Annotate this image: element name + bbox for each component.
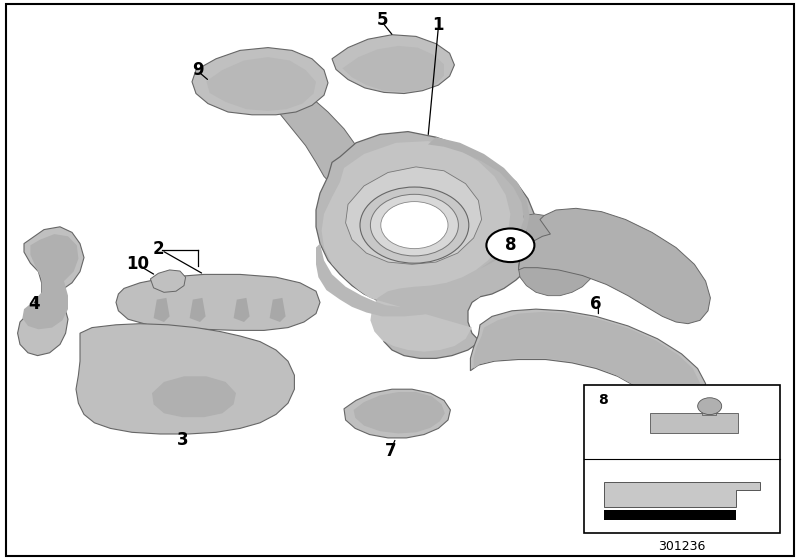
Text: 9: 9 bbox=[193, 61, 204, 79]
Polygon shape bbox=[316, 132, 540, 358]
Polygon shape bbox=[234, 298, 250, 322]
Circle shape bbox=[370, 194, 458, 256]
Text: 7: 7 bbox=[385, 442, 396, 460]
Text: 6: 6 bbox=[590, 295, 602, 312]
Text: 3: 3 bbox=[177, 431, 188, 449]
Polygon shape bbox=[346, 167, 482, 264]
Circle shape bbox=[486, 228, 534, 262]
Circle shape bbox=[698, 398, 722, 414]
Polygon shape bbox=[322, 141, 510, 352]
Polygon shape bbox=[316, 244, 480, 316]
Bar bbox=[584, 385, 780, 533]
Polygon shape bbox=[276, 95, 364, 188]
Polygon shape bbox=[354, 392, 445, 433]
Polygon shape bbox=[192, 48, 328, 115]
Text: 8: 8 bbox=[505, 236, 516, 254]
Polygon shape bbox=[342, 46, 444, 92]
Polygon shape bbox=[604, 510, 736, 520]
Polygon shape bbox=[474, 312, 700, 402]
Polygon shape bbox=[518, 214, 594, 296]
Text: 301236: 301236 bbox=[658, 540, 706, 553]
Polygon shape bbox=[190, 298, 206, 322]
Polygon shape bbox=[150, 270, 186, 292]
Polygon shape bbox=[332, 35, 454, 94]
Text: 1: 1 bbox=[433, 16, 444, 34]
Polygon shape bbox=[206, 57, 316, 111]
Circle shape bbox=[381, 202, 448, 249]
Polygon shape bbox=[76, 324, 294, 434]
Text: 5: 5 bbox=[377, 11, 388, 29]
Polygon shape bbox=[344, 389, 450, 438]
Polygon shape bbox=[154, 298, 170, 322]
Polygon shape bbox=[650, 413, 738, 433]
Polygon shape bbox=[428, 137, 530, 269]
Text: 4: 4 bbox=[28, 295, 39, 312]
Polygon shape bbox=[152, 376, 236, 417]
Polygon shape bbox=[518, 208, 710, 324]
Circle shape bbox=[360, 187, 469, 263]
Polygon shape bbox=[270, 298, 286, 322]
Text: 10: 10 bbox=[126, 255, 149, 273]
FancyBboxPatch shape bbox=[6, 4, 794, 556]
Text: 8: 8 bbox=[598, 393, 608, 407]
Polygon shape bbox=[116, 274, 320, 330]
Polygon shape bbox=[18, 227, 84, 356]
Polygon shape bbox=[604, 482, 760, 507]
Bar bbox=[702, 404, 716, 414]
Polygon shape bbox=[22, 234, 78, 329]
Text: 2: 2 bbox=[153, 240, 164, 258]
Polygon shape bbox=[470, 309, 706, 404]
